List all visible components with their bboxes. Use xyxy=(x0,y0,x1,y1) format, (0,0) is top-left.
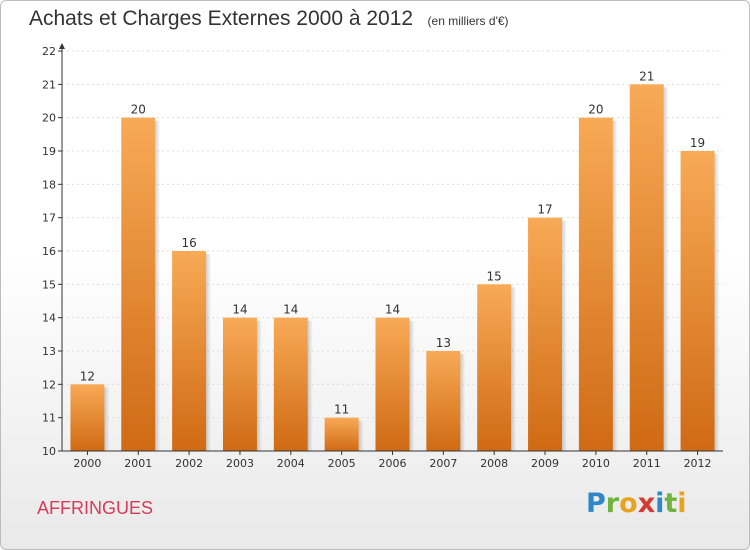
x-tick-label: 2006 xyxy=(379,457,407,470)
bar-2005 xyxy=(324,417,359,451)
x-tick-label: 2010 xyxy=(582,457,610,470)
value-label: 21 xyxy=(639,69,654,83)
logo-letter: i xyxy=(655,488,665,519)
x-tick-label: 2005 xyxy=(328,457,356,470)
bar-shadow xyxy=(206,254,212,451)
x-tick-label: 2008 xyxy=(480,457,508,470)
y-tick-label: 11 xyxy=(42,412,56,425)
x-tick-label: 2003 xyxy=(226,457,254,470)
bar-2009 xyxy=(528,217,563,451)
y-tick-label: 20 xyxy=(42,112,56,125)
bar-2012 xyxy=(680,151,715,451)
bar-shadow xyxy=(714,154,720,451)
x-tick-label: 2011 xyxy=(633,457,661,470)
bar-shadow xyxy=(256,320,262,451)
y-tick-label: 16 xyxy=(42,245,56,258)
proxiti-logo: Proxiti xyxy=(586,488,687,519)
axes xyxy=(58,43,723,455)
x-tick-label: 2004 xyxy=(277,457,305,470)
value-label: 20 xyxy=(588,103,603,117)
bar-2008 xyxy=(477,284,512,451)
y-tick-label: 17 xyxy=(42,212,56,225)
y-tick-label: 14 xyxy=(42,312,56,325)
commune-name: AFFRINGUES xyxy=(37,498,154,518)
chart-title: Achats et Charges Externes 2000 à 2012 (… xyxy=(29,7,509,31)
value-label: 12 xyxy=(80,369,95,383)
x-tick-label: 2009 xyxy=(531,457,559,470)
y-tick-label: 13 xyxy=(42,345,56,358)
bar-shadow xyxy=(409,320,415,451)
logo-letter: P xyxy=(586,488,606,519)
value-label: 19 xyxy=(690,136,705,150)
bar-2003 xyxy=(222,317,257,451)
bar-2002 xyxy=(172,251,207,451)
bar-shadow xyxy=(358,420,364,451)
value-label: 14 xyxy=(283,303,298,317)
chart-unit: (en milliers d'€) xyxy=(427,14,509,28)
y-tick-label: 19 xyxy=(42,145,56,158)
value-label: 14 xyxy=(385,303,400,317)
bar-shadow xyxy=(460,354,466,451)
bar-shadow xyxy=(663,87,669,451)
bar-shadow xyxy=(104,387,110,451)
bar-shadow xyxy=(511,287,517,451)
bar-2011 xyxy=(629,84,664,451)
y-tick-label: 12 xyxy=(42,378,56,391)
bar-2000 xyxy=(70,384,105,451)
x-tick-label: 2012 xyxy=(684,457,712,470)
logo-letter: o xyxy=(619,488,638,519)
value-label: 17 xyxy=(537,203,552,217)
bar-shadow xyxy=(562,220,568,451)
value-label: 13 xyxy=(436,336,451,350)
value-label: 14 xyxy=(232,303,247,317)
logo-letter: t xyxy=(664,488,678,519)
value-label: 16 xyxy=(181,236,196,250)
y-tick-label: 15 xyxy=(42,278,56,291)
y-tick-label: 10 xyxy=(42,445,56,458)
x-tick-label: 2000 xyxy=(73,457,101,470)
bar-2007 xyxy=(426,351,461,451)
value-label: 15 xyxy=(487,269,502,283)
value-label: 11 xyxy=(334,403,349,417)
y-axis-arrow xyxy=(59,43,65,49)
y-tick-label: 21 xyxy=(42,78,56,91)
bars xyxy=(70,84,720,452)
value-label: 20 xyxy=(131,103,146,117)
bar-shadow xyxy=(612,120,618,452)
bar-2004 xyxy=(273,317,308,451)
x-tick-label: 2002 xyxy=(175,457,203,470)
chart-title-text: Achats et Charges Externes 2000 à 2012 xyxy=(29,7,414,30)
y-tick-label: 18 xyxy=(42,178,56,191)
logo-letter: i xyxy=(677,488,687,519)
bar-2001 xyxy=(121,117,156,452)
logo-letter: x xyxy=(637,488,656,519)
logo-letter: r xyxy=(605,488,620,519)
bar-2006 xyxy=(375,317,410,451)
bar-shadow xyxy=(307,320,313,451)
labels: 10 11 12 13 14 15 16 17 18 19 20 21 22 12 2000 20 2001 16… xyxy=(42,45,712,470)
bar-2010 xyxy=(578,117,613,452)
bar-shadow xyxy=(155,120,161,452)
x-tick-label: 2007 xyxy=(429,457,457,470)
y-tick-label: 22 xyxy=(42,45,56,58)
x-tick-label: 2001 xyxy=(124,457,152,470)
